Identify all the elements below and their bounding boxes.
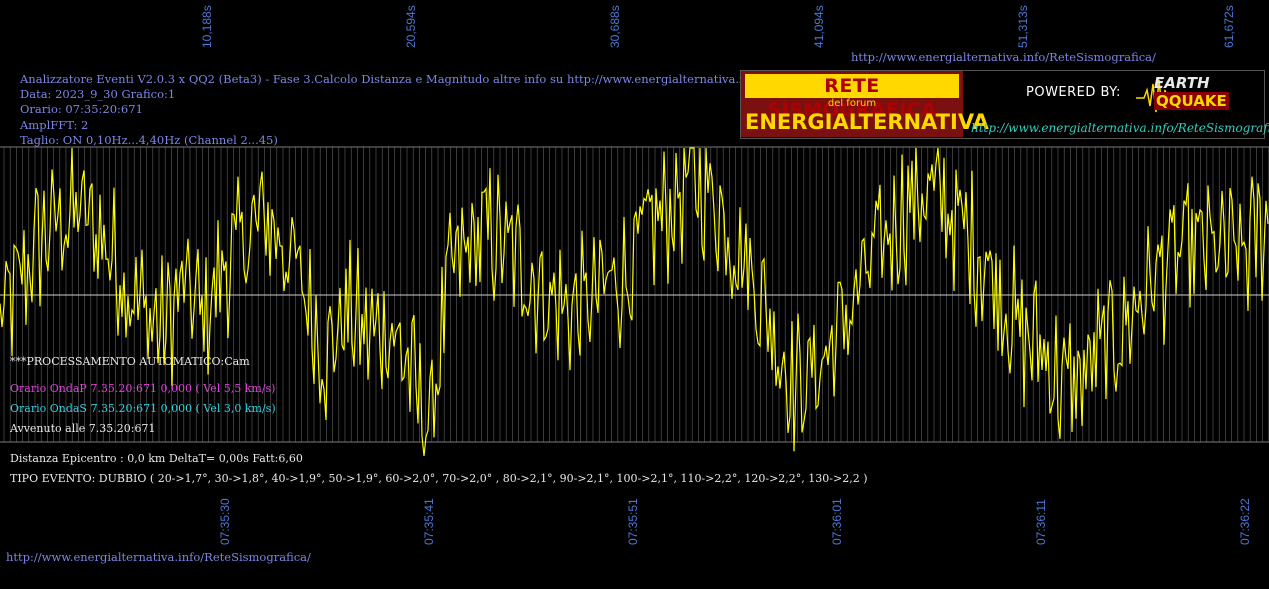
top-tick-label: 20,594s <box>404 5 418 48</box>
header-line-filter: Taglio: ON 0,10Hz...4,40Hz (Channel 2...… <box>20 132 278 147</box>
bottom-tick-labels: 07:35:30 07:35:41 07:35:51 07:36:01 07:36:11… <box>218 498 1252 545</box>
top-tick-label: 30,688s <box>608 5 622 48</box>
top-tick-label: 61,672s <box>1222 5 1236 48</box>
tipo-evento-label: TIPO EVENTO: DUBBIO ( 20->1,7°, 30->1,8°… <box>10 472 868 485</box>
bottom-tick-label: 07:35:41 <box>422 498 436 545</box>
onda-p-label: Orario OndaP 7.35.20:671 0,000 ( Vel 5,5… <box>10 382 276 395</box>
header-line-ampl: AmplFFT: 2 <box>20 117 89 132</box>
bottom-tick-label: 07:35:30 <box>218 498 232 545</box>
top-tick-label: 41,094s <box>812 5 826 48</box>
logo-url[interactable]: http://www.energialternativa.info/ReteSi… <box>971 121 1269 135</box>
rete-sismografica-logo: RETE SISMOGRAFICA del forum ENERGIALTERN… <box>740 70 1269 139</box>
logo-earth-text: EARTH <box>1154 74 1210 92</box>
logo-subtitle: del forum <box>827 98 877 109</box>
header-line-date: Data: 2023_9_30 Grafico:1 <box>20 87 176 102</box>
bottom-tick-label: 07:36:22 <box>1238 498 1252 545</box>
logo-qquake-text: QQUAKE <box>1154 92 1229 110</box>
processing-label: ***PROCESSAMENTO AUTOMATICO:Cam <box>10 355 250 368</box>
top-tick-label: 51,313s <box>1016 5 1030 48</box>
bottom-tick-label: 07:36:01 <box>830 498 844 545</box>
avvenuto-label: Avvenuto alle 7.35.20:671 <box>10 422 156 435</box>
header-line-app: Analizzatore Eventi V2.0.3 x QQ2 (Beta3)… <box>20 72 821 86</box>
logo-title-1: RETE SISMOGRAFICA <box>745 74 959 121</box>
powered-by-label: POWERED BY: <box>1026 85 1121 100</box>
logo-title-2: ENERGIALTERNATIVA <box>745 110 989 134</box>
footer-url[interactable]: http://www.energialternativa.info/ReteSi… <box>6 550 311 564</box>
bottom-tick-label: 07:35:51 <box>626 498 640 545</box>
header-line-time: Orario: 07:35:20:671 <box>20 102 143 117</box>
top-tick-labels: 10,188s 20,594s 30,688s 41,094s 51,313s 61,67… <box>200 5 1236 48</box>
top-tick-label: 10,188s <box>200 5 214 48</box>
onda-s-label: Orario OndaS 7.35.20:671 0,000 ( Vel 3,0… <box>10 402 276 415</box>
logo-banner: RETE SISMOGRAFICA del forum ENERGIALTERN… <box>741 71 989 137</box>
distanza-label: Distanza Epicentro : 0,0 km DeltaT= 0,00… <box>10 452 303 465</box>
seismic-trace <box>0 147 1269 457</box>
header-info: Analizzatore Eventi V2.0.3 x QQ2 (Beta3)… <box>20 72 820 148</box>
header-url[interactable]: http://www.energialternativa.info/ReteSi… <box>851 50 1156 64</box>
bottom-tick-label: 07:36:11 <box>1034 499 1048 545</box>
